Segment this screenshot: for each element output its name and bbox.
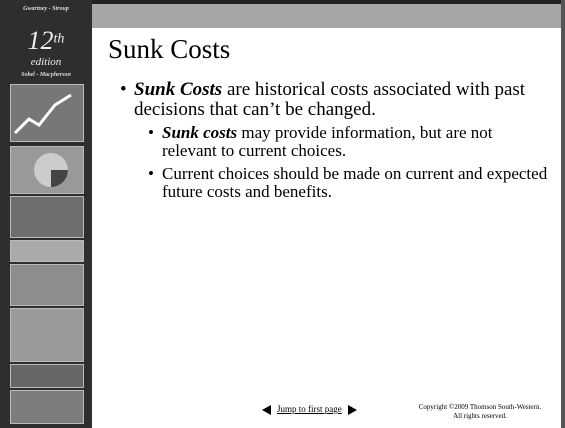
image-money: [10, 240, 84, 262]
authors-bottom: Sobel - Macpherson: [21, 72, 71, 78]
edition: 12th: [0, 26, 92, 56]
bullet: Sunk Costs are historical costs associat…: [120, 80, 550, 201]
edition-suffix: th: [53, 31, 65, 47]
sub-bullet: Sunk costs may provide information, but …: [148, 124, 550, 160]
bullet-list: Sunk Costs are historical costs associat…: [120, 80, 550, 206]
image-globe: [10, 390, 84, 424]
image-handshake: [10, 264, 84, 306]
emphasis: Sunk costs: [162, 123, 238, 142]
edition-number: 12: [27, 26, 54, 55]
sidebar: Gwartney - Stroup 12th edition Sobel - M…: [0, 0, 92, 428]
icon: [34, 153, 68, 187]
prev-arrow[interactable]: [262, 404, 271, 415]
nav-link[interactable]: Jump to first page: [277, 404, 342, 414]
edition-word: edition: [30, 56, 62, 68]
next-arrow[interactable]: [347, 404, 357, 415]
copyright: Copyright ©2009 Thomson South-Western. Al…: [400, 403, 560, 421]
image-pie: [10, 146, 84, 194]
navigation: Jump to first page: [262, 404, 357, 415]
top-border: [0, 0, 565, 4]
top-bar: [92, 4, 565, 28]
right-border: [561, 0, 565, 428]
image-crowd: [10, 364, 84, 388]
copyright-line: Copyright ©2009 Thomson South-Western.: [418, 403, 542, 411]
image-chart: [10, 84, 84, 142]
bullet-text: are historical costs associated with pas…: [134, 79, 526, 120]
sub-bullet-list: Sunk costs may provide information, but …: [148, 124, 550, 201]
slide-title: Sunk Costs: [108, 34, 231, 64]
sub-bullet-text: Current choices should be made on curren…: [162, 164, 548, 201]
image-bull-bear: [10, 196, 84, 238]
authors-top: Gwartney - Stroup: [23, 6, 69, 12]
emphasis: Sunk Costs: [134, 79, 223, 100]
icon: [13, 93, 72, 135]
sub-bullet-text: may provide information, but are not rel…: [162, 123, 493, 160]
image-building: [10, 308, 84, 362]
sub-bullet: Current choices should be made on curren…: [148, 165, 550, 201]
copyright-line: All rights reserved.: [453, 412, 507, 420]
